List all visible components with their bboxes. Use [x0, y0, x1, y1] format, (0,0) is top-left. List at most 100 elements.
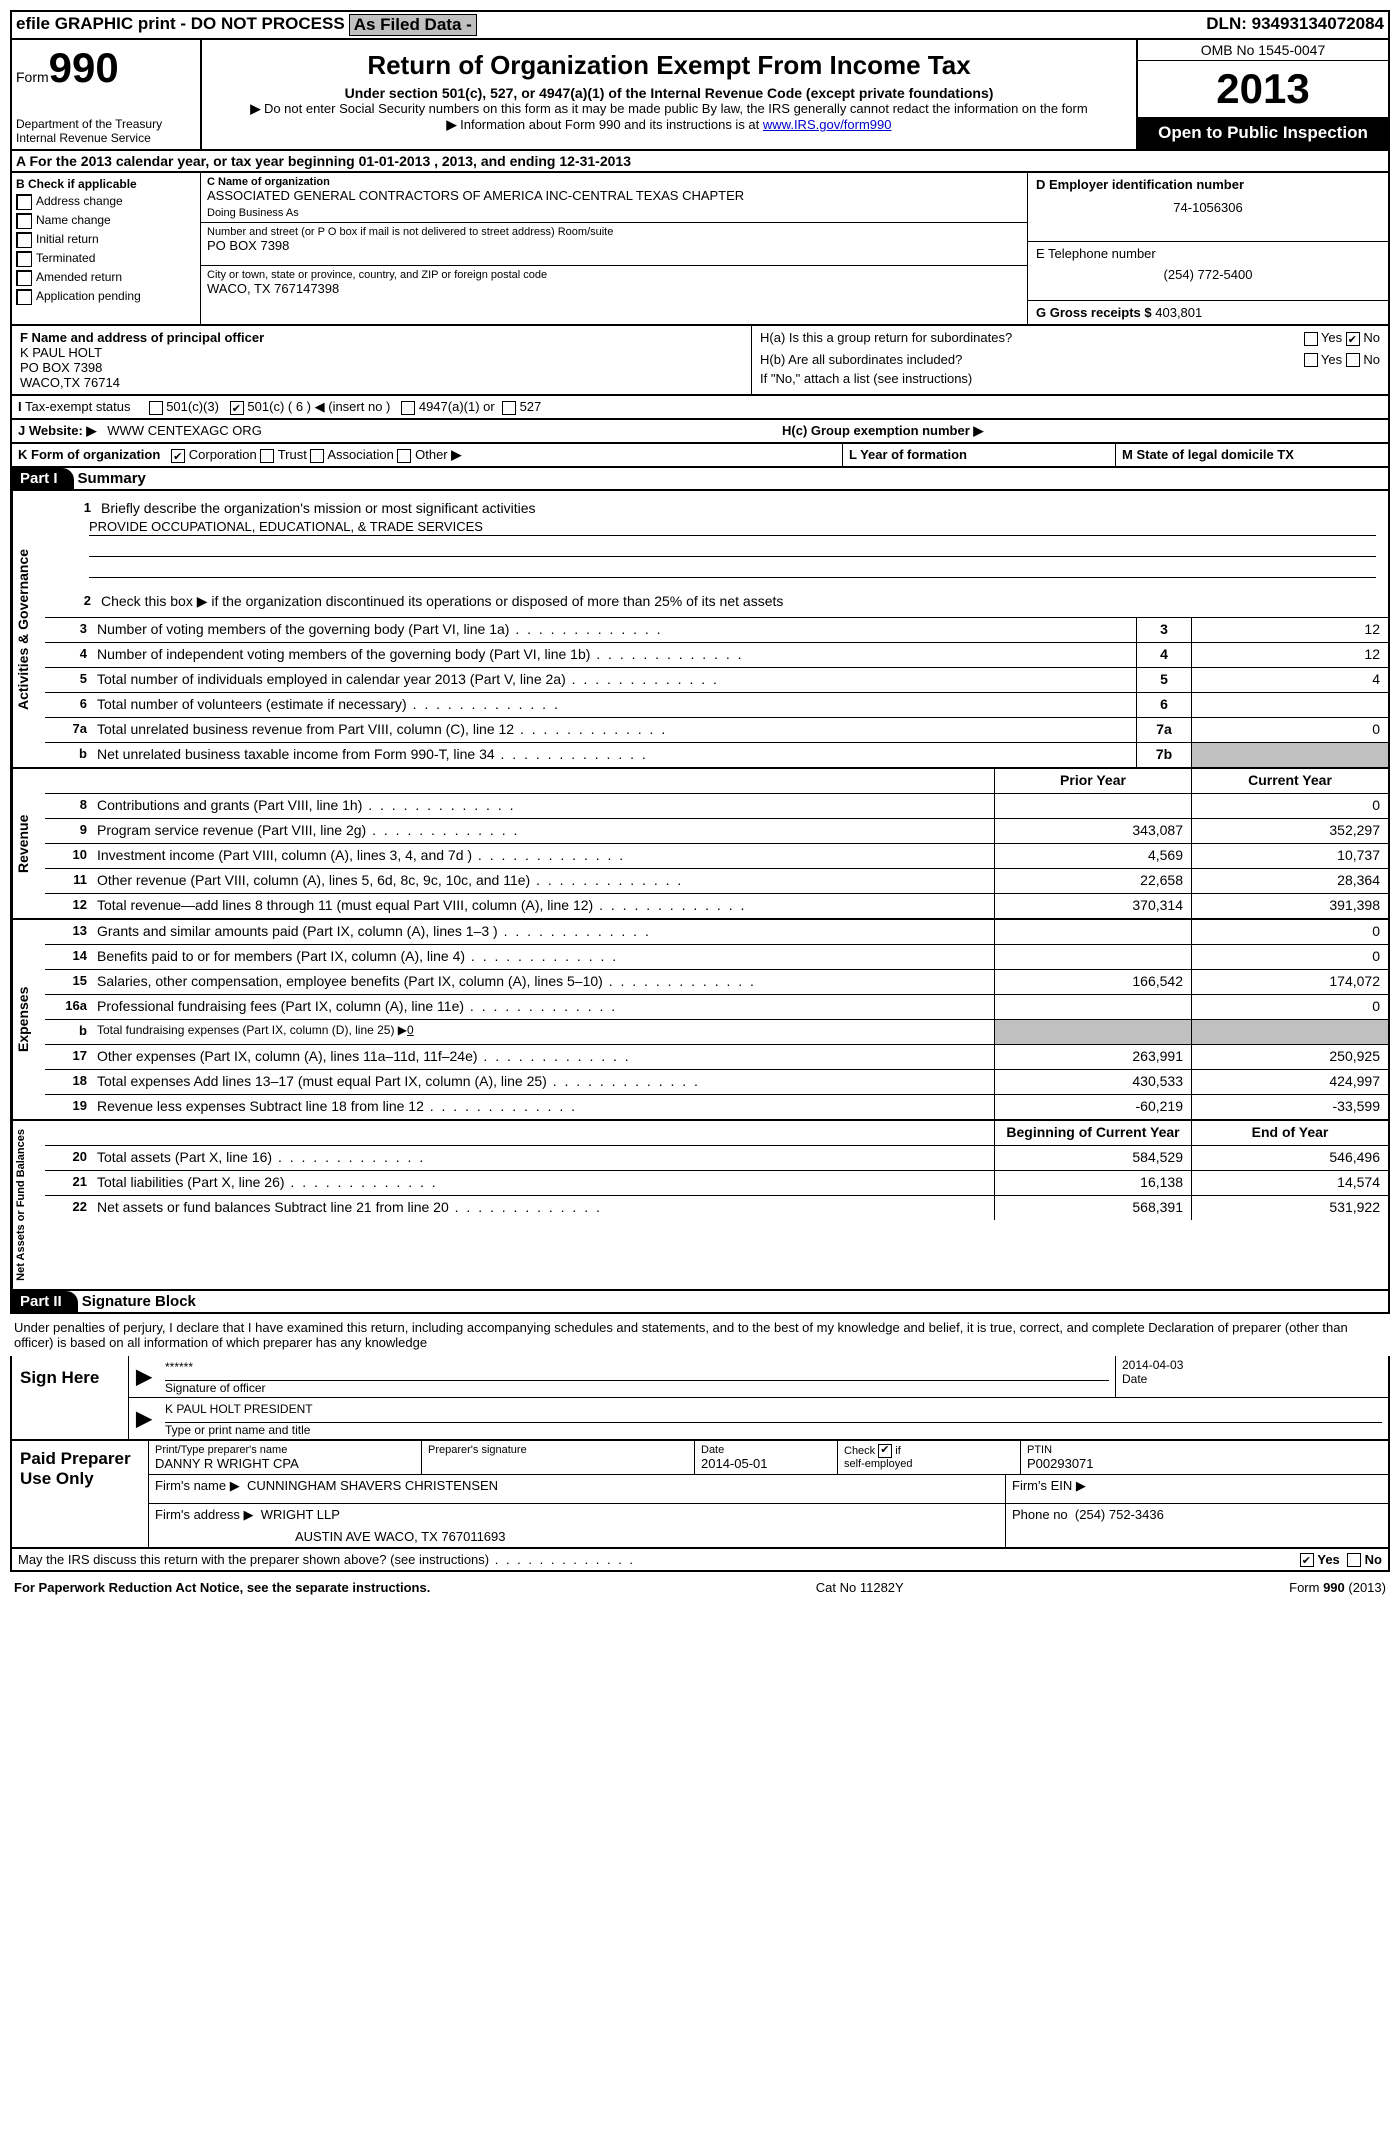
v7a: 0 [1191, 718, 1388, 742]
row-a-tax-year: A For the 2013 calendar year, or tax yea… [10, 151, 1390, 173]
date-label: Date [1122, 1372, 1382, 1386]
ha-yes[interactable] [1304, 332, 1318, 346]
chk-527[interactable] [502, 401, 516, 415]
sign-here-label: Sign Here [12, 1356, 129, 1439]
irs-link[interactable]: www.IRS.gov/form990 [763, 117, 892, 132]
form-subtitle: Under section 501(c), 527, or 4947(a)(1)… [208, 85, 1130, 101]
l2-text: Check this box ▶ if the organization dis… [101, 593, 783, 609]
k-label: K Form of organization [18, 447, 160, 462]
chk-4947[interactable] [401, 401, 415, 415]
prep-name: DANNY R WRIGHT CPA [155, 1456, 415, 1471]
firm-name: CUNNINGHAM SHAVERS CHRISTENSEN [247, 1478, 498, 1493]
tel-label: E Telephone number [1036, 246, 1156, 261]
tel-value: (254) 772-5400 [1036, 267, 1380, 282]
chk-pending[interactable] [16, 289, 32, 305]
pdate-label: Date [701, 1444, 831, 1456]
website-value: WWW CENTEXAGC ORG [107, 423, 262, 438]
irs-label: Internal Revenue Service [16, 131, 196, 145]
city-label: City or town, state or province, country… [207, 269, 1021, 281]
pdate: 2014-05-01 [701, 1456, 831, 1471]
dln-value: 93493134072084 [1252, 14, 1384, 33]
ein-label: D Employer identification number [1036, 177, 1244, 192]
hc-label: H(c) Group exemption number [782, 423, 970, 438]
table-row: 22Net assets or fund balances Subtract l… [45, 1196, 1388, 1220]
ha-no[interactable] [1346, 332, 1360, 346]
col-c-org: C Name of organization ASSOCIATED GENERA… [201, 173, 1027, 324]
hb-no[interactable] [1346, 353, 1360, 367]
top-bar: efile GRAPHIC print - DO NOT PROCESS As … [10, 10, 1390, 40]
note-ssn: Do not enter Social Security numbers on … [264, 101, 1088, 116]
v3: 12 [1191, 618, 1388, 642]
table-row: 13Grants and similar amounts paid (Part … [45, 920, 1388, 945]
form-number: 990 [49, 44, 119, 91]
ptin-label: PTIN [1027, 1444, 1382, 1456]
firm-ein-label: Firm's EIN ▶ [1006, 1475, 1388, 1503]
l7b: Net unrelated business taxable income fr… [93, 743, 1136, 767]
dln-label: DLN: [1206, 14, 1247, 33]
l1-label: Briefly describe the organization's miss… [97, 497, 1384, 519]
chk-amended[interactable] [16, 270, 32, 286]
form-990-page: efile GRAPHIC print - DO NOT PROCESS As … [10, 10, 1390, 1603]
firm-addr1: WRIGHT LLP [261, 1507, 340, 1522]
sign-stars: ****** [165, 1358, 1109, 1381]
discuss-text: May the IRS discuss this return with the… [18, 1552, 635, 1568]
city-value: WACO, TX 767147398 [207, 281, 1021, 296]
discuss-yes[interactable] [1300, 1553, 1314, 1567]
dept-treasury: Department of the Treasury [16, 117, 196, 131]
v5: 4 [1191, 668, 1388, 692]
expenses-section: Expenses 13Grants and similar amounts pa… [10, 920, 1390, 1121]
public-inspection: Open to Public Inspection [1138, 117, 1388, 149]
activities-section: Activities & Governance 1Briefly describ… [10, 491, 1390, 769]
address-label: Number and street (or P O box if mail is… [207, 226, 1021, 238]
chk-501c[interactable] [230, 401, 244, 415]
side-expenses: Expenses [12, 920, 45, 1119]
l3: Number of voting members of the governin… [93, 618, 1136, 642]
side-activities: Activities & Governance [12, 491, 45, 767]
paid-preparer-label: Paid Preparer Use Only [12, 1441, 149, 1547]
tax-year: 2013 [1138, 61, 1388, 117]
chk-self-emp[interactable] [878, 1444, 892, 1458]
table-row: 15Salaries, other compensation, employee… [45, 970, 1388, 995]
officer-name: K PAUL HOLT [20, 345, 102, 360]
chk-name-change[interactable] [16, 213, 32, 229]
netassets-section: Net Assets or Fund Balances Beginning of… [10, 1121, 1390, 1291]
footer-left: For Paperwork Reduction Act Notice, see … [14, 1580, 430, 1595]
prep-sig-label: Preparer's signature [428, 1444, 688, 1456]
row-j-hc: J Website: ▶ WWW CENTEXAGC ORG H(c) Grou… [10, 420, 1390, 444]
section-fh: F Name and address of principal officer … [10, 326, 1390, 396]
footer-mid: Cat No 11282Y [816, 1580, 904, 1595]
hb-yes[interactable] [1304, 353, 1318, 367]
gross-label: G Gross receipts $ [1036, 305, 1152, 320]
prep-name-label: Print/Type preparer's name [155, 1444, 415, 1456]
chk-501c3[interactable] [149, 401, 163, 415]
paid-preparer-block: Paid Preparer Use Only Print/Type prepar… [10, 1441, 1390, 1549]
chk-corp[interactable] [171, 449, 185, 463]
table-row: bTotal fundraising expenses (Part IX, co… [45, 1020, 1388, 1045]
chk-terminated[interactable] [16, 251, 32, 267]
officer-print-name: K PAUL HOLT PRESIDENT [165, 1400, 1382, 1423]
phone-label: Phone no [1012, 1507, 1068, 1522]
m-label: M State of legal domicile TX [1122, 447, 1294, 462]
discuss-row: May the IRS discuss this return with the… [10, 1549, 1390, 1573]
row-klm: K Form of organization Corporation Trust… [10, 444, 1390, 468]
hdr-prior: Prior Year [994, 769, 1191, 793]
chk-initial-return[interactable] [16, 232, 32, 248]
chk-assoc[interactable] [310, 449, 324, 463]
hdr-end: End of Year [1191, 1121, 1388, 1145]
chk-address-change[interactable] [16, 194, 32, 210]
discuss-no[interactable] [1347, 1553, 1361, 1567]
part1-num: Part I [12, 468, 74, 489]
l5: Total number of individuals employed in … [93, 668, 1136, 692]
chk-other[interactable] [397, 449, 411, 463]
address-value: PO BOX 7398 [207, 238, 1021, 253]
chk-trust[interactable] [260, 449, 274, 463]
dba-label: Doing Business As [207, 207, 1021, 219]
table-row: 10Investment income (Part VIII, column (… [45, 844, 1388, 869]
part1-title: Summary [78, 470, 146, 487]
v6 [1191, 693, 1388, 717]
table-row: 16aProfessional fundraising fees (Part I… [45, 995, 1388, 1020]
page-footer: For Paperwork Reduction Act Notice, see … [10, 1572, 1390, 1603]
hdr-curr: Current Year [1191, 769, 1388, 793]
sign-date: 2014-04-03 [1122, 1358, 1382, 1372]
part2-header: Part II Signature Block [10, 1291, 1390, 1314]
